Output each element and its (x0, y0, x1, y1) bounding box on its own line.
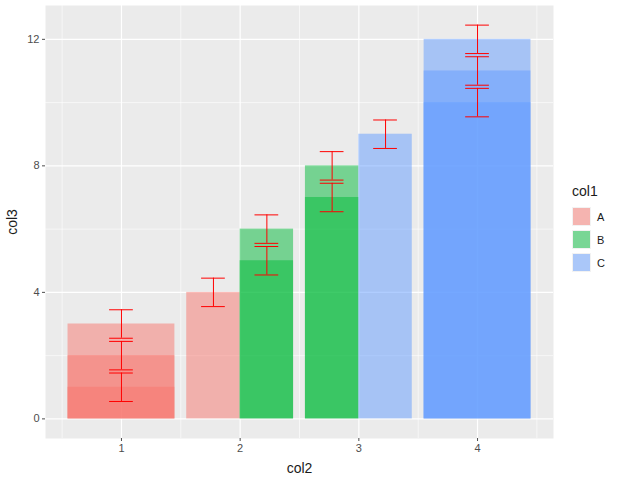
html-text:C: C (597, 256, 605, 269)
svg-text:8: 8 (33, 159, 39, 171)
html-text:B: B (597, 233, 605, 246)
svg-text:4: 4 (474, 442, 480, 454)
html-text:col1: col1 (572, 183, 598, 199)
html-text:A: A (597, 210, 605, 223)
svg-text:3: 3 (356, 442, 362, 454)
svg-text:2: 2 (237, 442, 243, 454)
svg-text:col3: col3 (4, 209, 20, 235)
svg-text:0: 0 (33, 412, 39, 424)
svg-text:1: 1 (118, 442, 124, 454)
svg-text:12: 12 (27, 33, 39, 45)
svg-text:col2: col2 (287, 460, 313, 476)
svg-text:4: 4 (33, 286, 39, 298)
